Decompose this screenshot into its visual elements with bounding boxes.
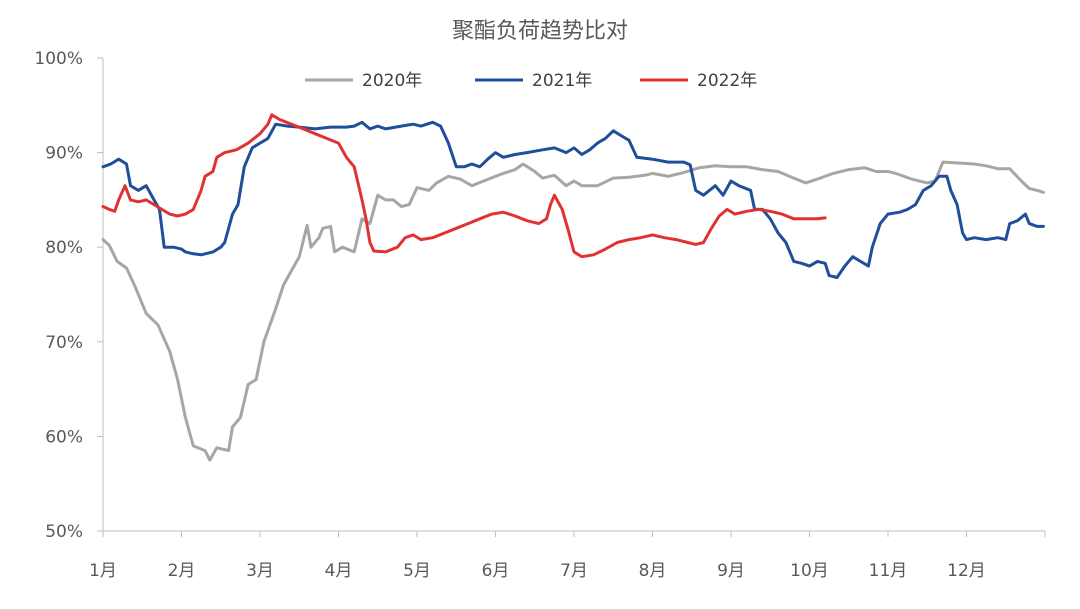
x-tick-label: 9月 xyxy=(717,561,745,581)
x-tick-label: 7月 xyxy=(560,561,588,581)
y-tick-label: 60% xyxy=(45,427,83,447)
y-tick-label: 50% xyxy=(45,522,83,542)
axes: 50% 60% 70% 80% 90% 100% 1月 2月 3月 4月 5月 6月 7月 8月 9月 10月… xyxy=(34,49,1046,581)
legend-label-2: 2022年 xyxy=(697,71,757,91)
series-line-1 xyxy=(101,120,1045,279)
x-tick-label: 12月 xyxy=(947,561,986,581)
x-tick-label: 10月 xyxy=(790,561,829,581)
x-tick-label: 2月 xyxy=(168,561,196,581)
y-tick-label: 80% xyxy=(45,238,83,258)
x-tick-label: 4月 xyxy=(325,561,353,581)
x-tick-label: 3月 xyxy=(246,561,274,581)
series-line-2 xyxy=(101,113,827,259)
x-tick-label: 1月 xyxy=(89,561,117,581)
x-tick-label: 6月 xyxy=(482,561,510,581)
y-tick-label: 90% xyxy=(45,144,83,164)
legend: 2020年 2021年 2022年 xyxy=(305,71,757,91)
legend-label-1: 2021年 xyxy=(532,71,592,91)
x-tick-label: 5月 xyxy=(403,561,431,581)
series-layer xyxy=(101,113,1045,462)
x-tick-label: 8月 xyxy=(639,561,667,581)
chart-title: 聚酯负荷趋势比对 xyxy=(452,19,628,44)
legend-label-0: 2020年 xyxy=(362,71,422,91)
y-tick-label: 70% xyxy=(45,333,83,353)
series-line-0 xyxy=(101,160,1045,462)
y-tick-label: 100% xyxy=(34,49,83,69)
x-tick-label: 11月 xyxy=(869,561,908,581)
